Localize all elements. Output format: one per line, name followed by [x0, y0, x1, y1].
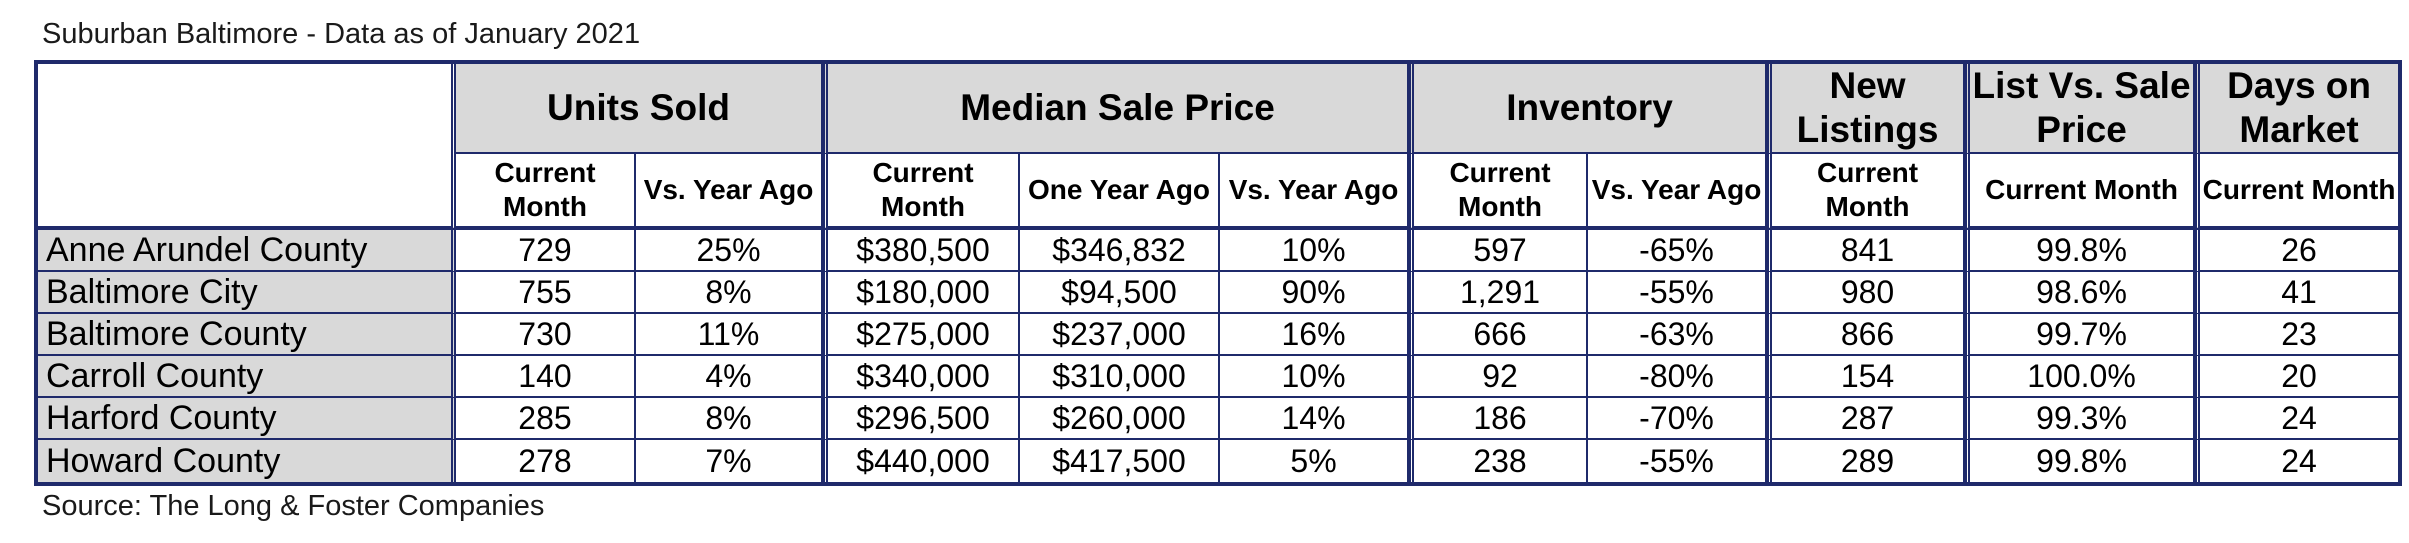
- units-current-month-cell: 140: [456, 356, 636, 398]
- inventory-vs-year-ago-cell: -55%: [1588, 440, 1768, 482]
- row-label: Baltimore County: [38, 314, 456, 356]
- units-vs-year-ago-cell: 25%: [636, 230, 824, 272]
- table-row: Howard County 278 7% $440,000 $417,500 5…: [38, 440, 2399, 482]
- price-current-month-cell: $296,500: [823, 398, 1021, 440]
- price-one-year-ago-cell: $346,832: [1020, 230, 1221, 272]
- list-vs-sale-cell: 100.0%: [1965, 356, 2196, 398]
- inventory-vs-year-ago-cell: -80%: [1588, 356, 1768, 398]
- days-on-market-cell: 20: [2195, 356, 2399, 398]
- price-vs-year-ago-cell: 14%: [1220, 398, 1410, 440]
- price-vs-year-ago-cell: 10%: [1220, 230, 1410, 272]
- price-current-month-cell: $275,000: [823, 314, 1021, 356]
- units-current-month-cell: 730: [456, 314, 636, 356]
- group-header-new-listings: New Listings: [1767, 64, 1966, 154]
- subheader-new-listings-current-month: Current Month: [1767, 154, 1966, 230]
- source-note: Source: The Long & Foster Companies: [42, 490, 545, 522]
- table-row: Baltimore City 755 8% $180,000 $94,500 9…: [38, 272, 2399, 314]
- subheader-list-vs-sale-current-month: Current Month: [1965, 154, 2196, 230]
- row-label: Carroll County: [38, 356, 456, 398]
- days-on-market-cell: 41: [2195, 272, 2399, 314]
- price-vs-year-ago-cell: 5%: [1220, 440, 1410, 482]
- price-one-year-ago-cell: $94,500: [1020, 272, 1221, 314]
- list-vs-sale-cell: 98.6%: [1965, 272, 2196, 314]
- price-one-year-ago-cell: $237,000: [1020, 314, 1221, 356]
- inventory-vs-year-ago-cell: -65%: [1588, 230, 1768, 272]
- price-one-year-ago-cell: $310,000: [1020, 356, 1221, 398]
- price-current-month-cell: $380,500: [823, 230, 1021, 272]
- row-label: Harford County: [38, 398, 456, 440]
- days-on-market-cell: 23: [2195, 314, 2399, 356]
- table-row: Carroll County 140 4% $340,000 $310,000 …: [38, 356, 2399, 398]
- group-header-median-sale-price: Median Sale Price: [823, 64, 1410, 154]
- units-vs-year-ago-cell: 11%: [636, 314, 824, 356]
- row-label: Howard County: [38, 440, 456, 482]
- new-listings-cell: 287: [1767, 398, 1966, 440]
- inventory-current-month-cell: 666: [1409, 314, 1589, 356]
- list-vs-sale-cell: 99.8%: [1965, 230, 2196, 272]
- inventory-current-month-cell: 1,291: [1409, 272, 1589, 314]
- units-vs-year-ago-cell: 8%: [636, 398, 824, 440]
- group-header-days-on-market: Days on Market: [2195, 64, 2399, 154]
- new-listings-cell: 866: [1767, 314, 1966, 356]
- new-listings-cell: 980: [1767, 272, 1966, 314]
- inventory-current-month-cell: 92: [1409, 356, 1589, 398]
- subheader-units-vs-year-ago: Vs. Year Ago: [636, 154, 824, 230]
- price-one-year-ago-cell: $260,000: [1020, 398, 1221, 440]
- price-current-month-cell: $180,000: [823, 272, 1021, 314]
- days-on-market-cell: 24: [2195, 398, 2399, 440]
- price-vs-year-ago-cell: 16%: [1220, 314, 1410, 356]
- corner-cell: [38, 64, 456, 230]
- group-header-list-vs-sale-price: List Vs. Sale Price: [1965, 64, 2196, 154]
- group-header-inventory: Inventory: [1409, 64, 1768, 154]
- price-vs-year-ago-cell: 90%: [1220, 272, 1410, 314]
- inventory-current-month-cell: 186: [1409, 398, 1589, 440]
- subheader-price-vs-year-ago: Vs. Year Ago: [1220, 154, 1410, 230]
- subheader-days-on-market-current-month: Current Month: [2195, 154, 2399, 230]
- subheader-inventory-current-month: Current Month: [1409, 154, 1589, 230]
- table-row: Anne Arundel County 729 25% $380,500 $34…: [38, 230, 2399, 272]
- list-vs-sale-cell: 99.7%: [1965, 314, 2196, 356]
- inventory-current-month-cell: 597: [1409, 230, 1589, 272]
- units-vs-year-ago-cell: 4%: [636, 356, 824, 398]
- new-listings-cell: 289: [1767, 440, 1966, 482]
- price-vs-year-ago-cell: 10%: [1220, 356, 1410, 398]
- inventory-vs-year-ago-cell: -55%: [1588, 272, 1768, 314]
- subheader-price-one-year-ago: One Year Ago: [1020, 154, 1221, 230]
- new-listings-cell: 154: [1767, 356, 1966, 398]
- days-on-market-cell: 24: [2195, 440, 2399, 482]
- units-current-month-cell: 278: [456, 440, 636, 482]
- row-label: Baltimore City: [38, 272, 456, 314]
- units-current-month-cell: 729: [456, 230, 636, 272]
- table-row: Baltimore County 730 11% $275,000 $237,0…: [38, 314, 2399, 356]
- units-current-month-cell: 285: [456, 398, 636, 440]
- report-title: Suburban Baltimore - Data as of January …: [42, 18, 641, 50]
- units-vs-year-ago-cell: 7%: [636, 440, 824, 482]
- group-header-units-sold: Units Sold: [456, 64, 824, 154]
- inventory-current-month-cell: 238: [1409, 440, 1589, 482]
- price-one-year-ago-cell: $417,500: [1020, 440, 1221, 482]
- units-current-month-cell: 755: [456, 272, 636, 314]
- subheader-units-current-month: Current Month: [456, 154, 636, 230]
- subheader-price-current-month: Current Month: [823, 154, 1021, 230]
- list-vs-sale-cell: 99.3%: [1965, 398, 2196, 440]
- price-current-month-cell: $340,000: [823, 356, 1021, 398]
- inventory-vs-year-ago-cell: -63%: [1588, 314, 1768, 356]
- price-current-month-cell: $440,000: [823, 440, 1021, 482]
- list-vs-sale-cell: 99.8%: [1965, 440, 2196, 482]
- market-stats-table: Units Sold Median Sale Price Inventory N…: [34, 60, 2403, 486]
- inventory-vs-year-ago-cell: -70%: [1588, 398, 1768, 440]
- row-label: Anne Arundel County: [38, 230, 456, 272]
- units-vs-year-ago-cell: 8%: [636, 272, 824, 314]
- table-row: Harford County 285 8% $296,500 $260,000 …: [38, 398, 2399, 440]
- days-on-market-cell: 26: [2195, 230, 2399, 272]
- new-listings-cell: 841: [1767, 230, 1966, 272]
- subheader-inventory-vs-year-ago: Vs. Year Ago: [1588, 154, 1768, 230]
